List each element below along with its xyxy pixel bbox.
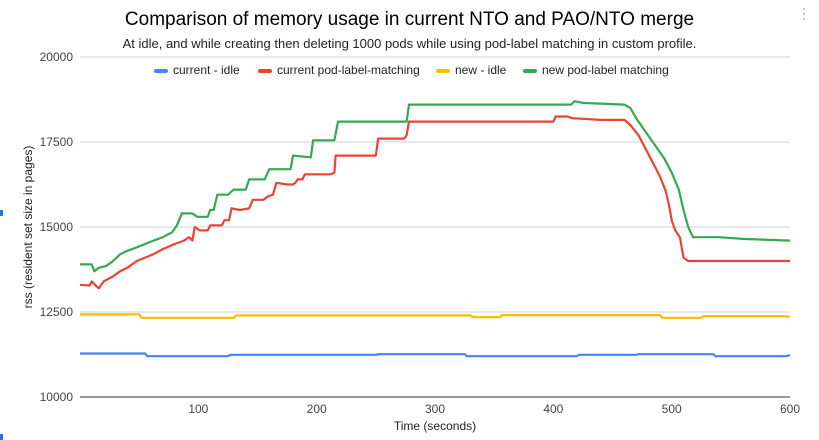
series-line-4 <box>80 100 791 273</box>
y-tick-label: 12500 <box>40 305 74 319</box>
x-tick-label: 300 <box>425 402 445 416</box>
legend-label: new - idle <box>455 63 507 77</box>
series-line-2 <box>79 115 790 290</box>
selection-handle-bottom[interactable] <box>0 434 3 440</box>
x-tick-label: 500 <box>662 402 682 416</box>
legend-swatch <box>154 69 168 73</box>
more-options-icon[interactable]: ⋮ <box>797 5 811 21</box>
chart-title: Comparison of memory usage in current NT… <box>124 9 695 30</box>
legend-swatch <box>523 69 537 73</box>
series-line-1 <box>80 352 791 358</box>
x-tick-label: 100 <box>188 402 208 416</box>
y-axis-title: rss (resident set size in pages) <box>21 146 35 309</box>
x-tick-label: 200 <box>307 402 327 416</box>
legend-swatch <box>258 69 272 73</box>
chart-subtitle: At idle, and while creating then deletin… <box>122 36 697 51</box>
legend-label: current - idle <box>173 63 240 77</box>
legend-label: current pod-label-matching <box>277 63 420 77</box>
selection-handle-left[interactable] <box>0 210 3 216</box>
x-axis-title: Time (seconds) <box>394 419 476 433</box>
series-line-3 <box>80 313 791 319</box>
x-tick-label: 400 <box>543 402 563 416</box>
legend-label: new pod-label matching <box>542 63 669 77</box>
y-tick-label: 10000 <box>40 390 74 404</box>
legend-swatch <box>436 69 450 73</box>
x-tick-label: 600 <box>780 402 800 416</box>
y-tick-label: 15000 <box>40 220 74 234</box>
y-tick-label: 17500 <box>40 135 74 149</box>
y-tick-label: 20000 <box>40 50 74 64</box>
